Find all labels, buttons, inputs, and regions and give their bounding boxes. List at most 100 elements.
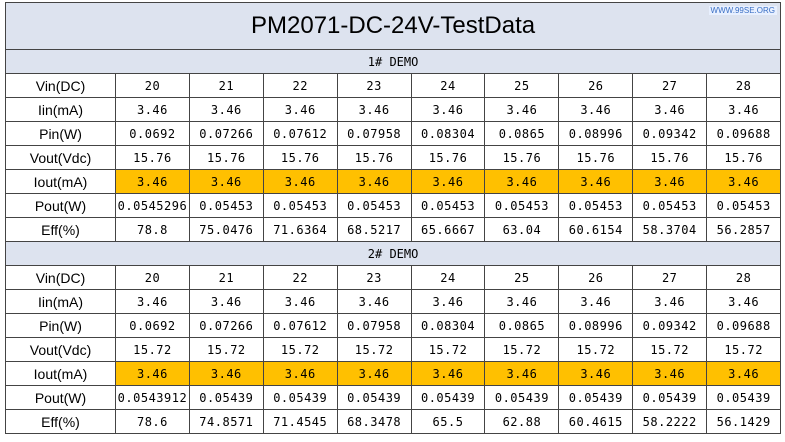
row-label: Vin(DC) xyxy=(5,73,116,98)
cell: 23 xyxy=(336,265,412,290)
cell: 56.1429 xyxy=(706,409,782,434)
cell: 0.09688 xyxy=(706,121,782,146)
section-row: 2# DEMO xyxy=(4,241,782,266)
row-label: Pin(W) xyxy=(5,121,116,146)
cell: 0.05439 xyxy=(262,385,338,410)
cell: 15.72 xyxy=(336,337,412,362)
data-row: Pin(W) 0.0692 0.07266 0.07612 0.07958 0.08304… xyxy=(5,121,782,146)
cell: 3.46 xyxy=(632,97,708,122)
cell: 15.76 xyxy=(115,145,190,170)
section-title: 2# DEMO xyxy=(4,241,782,266)
cell: 0.08996 xyxy=(558,121,634,146)
cell: 60.6154 xyxy=(558,217,634,242)
row-label: Vin(DC) xyxy=(5,265,116,290)
cell: 58.2222 xyxy=(632,409,708,434)
cell: 0.08996 xyxy=(558,313,634,338)
cell: 27 xyxy=(632,73,708,98)
cell: 15.72 xyxy=(115,337,190,362)
cell: 15.72 xyxy=(632,337,708,362)
cell: 3.46 xyxy=(558,169,634,194)
cell: 0.05453 xyxy=(188,193,264,218)
cell: 3.46 xyxy=(484,169,560,194)
row-label: Eff(%) xyxy=(5,409,116,434)
cell: 22 xyxy=(262,265,338,290)
cell: 3.46 xyxy=(336,289,412,314)
data-row: Vout(Vdc) 15.72 15.72 15.72 15.72 15.72 15.72 1… xyxy=(5,337,782,362)
row-label: Iout(mA) xyxy=(5,169,116,194)
cell: 26 xyxy=(558,265,634,290)
data-row: Iin(mA) 3.46 3.46 3.46 3.46 3.46 3.46 3.46 3.46 3… xyxy=(5,97,782,122)
data-row: Iout(mA) 3.46 3.46 3.46 3.46 3.46 3.46 3.46 3.46… xyxy=(5,361,782,386)
section-row: 1# DEMO xyxy=(4,49,782,74)
cell: 3.46 xyxy=(115,169,190,194)
cell: 0.0692 xyxy=(115,313,190,338)
cell: 0.07958 xyxy=(336,121,412,146)
cell: 78.8 xyxy=(115,217,190,242)
cell: 3.46 xyxy=(188,169,264,194)
cell: 15.76 xyxy=(262,145,338,170)
cell: 0.05439 xyxy=(410,385,486,410)
row-label: Iout(mA) xyxy=(5,361,116,386)
cell: 0.0545296 xyxy=(115,193,190,218)
cell: 27 xyxy=(632,265,708,290)
cell: 3.46 xyxy=(706,97,782,122)
data-row: Vin(DC) 20 21 22 23 24 25 26 27 28 xyxy=(5,73,782,98)
data-row: Iout(mA) 3.46 3.46 3.46 3.46 3.46 3.46 3.46 3.46… xyxy=(5,169,782,194)
row-label: Pout(W) xyxy=(5,193,116,218)
cell: 3.46 xyxy=(115,97,190,122)
cell: 65.5 xyxy=(410,409,486,434)
cell: 15.72 xyxy=(706,337,782,362)
cell: 28 xyxy=(706,73,782,98)
row-label: Pin(W) xyxy=(5,313,116,338)
cell: 3.46 xyxy=(188,97,264,122)
cell: 3.46 xyxy=(558,361,634,386)
cell: 3.46 xyxy=(484,289,560,314)
cell: 3.46 xyxy=(410,169,486,194)
data-row: Vout(Vdc) 15.76 15.76 15.76 15.76 15.76 15.76 1… xyxy=(5,145,782,170)
cell: 0.05453 xyxy=(336,193,412,218)
cell: 3.46 xyxy=(706,289,782,314)
cell: 20 xyxy=(115,73,190,98)
cell: 15.72 xyxy=(188,337,264,362)
cell: 0.09688 xyxy=(706,313,782,338)
cell: 24 xyxy=(410,265,486,290)
title: PM2071-DC-24V-TestData xyxy=(4,2,782,50)
cell: 21 xyxy=(188,73,264,98)
row-label: Pout(W) xyxy=(5,385,116,410)
cell: 0.07612 xyxy=(262,121,338,146)
cell: 63.04 xyxy=(484,217,560,242)
cell: 3.46 xyxy=(188,289,264,314)
row-label: Vout(Vdc) xyxy=(5,145,116,170)
cell: 58.3704 xyxy=(632,217,708,242)
cell: 25 xyxy=(484,265,560,290)
cell: 0.07266 xyxy=(188,121,264,146)
data-row: Vin(DC) 20 21 22 23 24 25 26 27 28 xyxy=(5,265,782,290)
cell: 0.0865 xyxy=(484,121,560,146)
cell: 15.72 xyxy=(410,337,486,362)
cell: 0.05453 xyxy=(706,193,782,218)
cell: 78.6 xyxy=(115,409,190,434)
cell: 71.4545 xyxy=(262,409,338,434)
cell: 60.4615 xyxy=(558,409,634,434)
table-body: PM2071-DC-24V-TestData 1# DEMO Vin(DC) 20 2… xyxy=(4,2,782,434)
cell: 0.05453 xyxy=(484,193,560,218)
cell: 3.46 xyxy=(484,361,560,386)
cell: 21 xyxy=(188,265,264,290)
cell: 3.46 xyxy=(262,289,338,314)
cell: 3.46 xyxy=(558,97,634,122)
cell: 3.46 xyxy=(706,361,782,386)
cell: 0.05439 xyxy=(188,385,264,410)
cell: 3.46 xyxy=(410,289,486,314)
cell: 20 xyxy=(115,265,190,290)
data-row: Pin(W) 0.0692 0.07266 0.07612 0.07958 0.08304… xyxy=(5,313,782,338)
cell: 3.46 xyxy=(115,289,190,314)
cell: 0.09342 xyxy=(632,313,708,338)
row-label: Eff(%) xyxy=(5,217,116,242)
cell: 15.76 xyxy=(336,145,412,170)
cell: 0.05453 xyxy=(262,193,338,218)
cell: 71.6364 xyxy=(262,217,338,242)
cell: 3.46 xyxy=(115,361,190,386)
row-label: Iin(mA) xyxy=(5,289,116,314)
cell: 3.46 xyxy=(632,169,708,194)
cell: 15.76 xyxy=(558,145,634,170)
